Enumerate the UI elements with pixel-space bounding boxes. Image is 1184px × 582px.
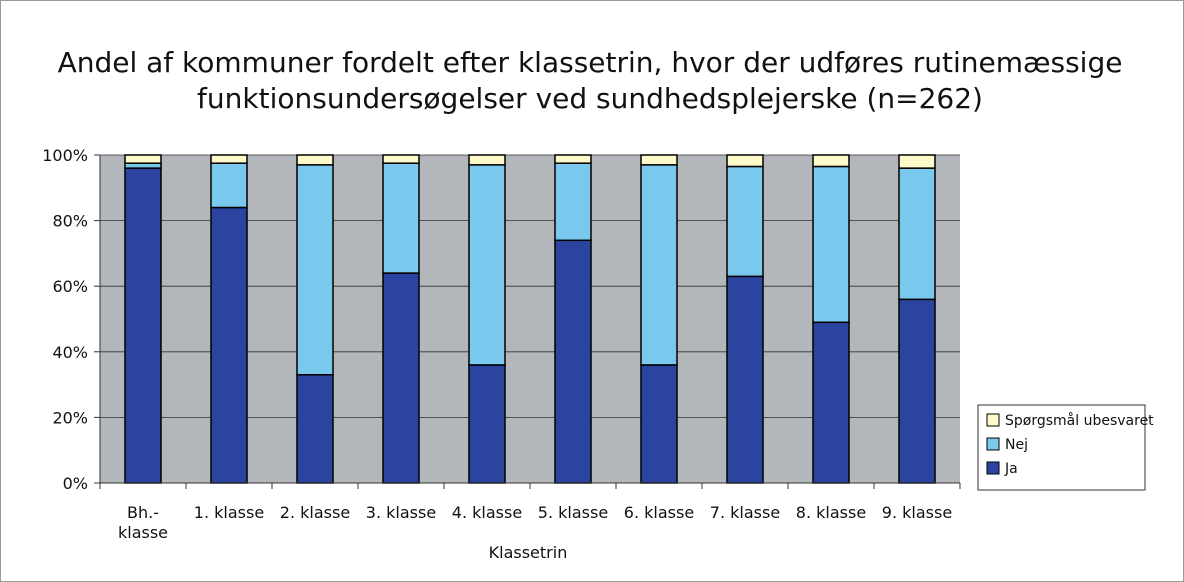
x-tick-label: 8. klasse: [795, 503, 867, 522]
legend-label: Nej: [1005, 437, 1028, 453]
y-tick-label: 20%: [52, 408, 88, 427]
x-axis-label: Klassetrin: [489, 543, 568, 562]
bar-segment: [210, 206, 248, 484]
bar-segment: [812, 321, 850, 484]
bar-segment: [726, 154, 764, 168]
y-tick-label: 0%: [63, 474, 88, 493]
bar-segment: [726, 165, 764, 278]
x-tick-label: 7. klasse: [709, 503, 781, 522]
bar-segment: [296, 374, 334, 484]
bar-segment: [382, 272, 420, 484]
y-tick-label: 60%: [52, 277, 88, 296]
x-tick-label: 2. klasse: [279, 503, 351, 522]
bar-segment: [640, 164, 678, 366]
bar-segment: [812, 165, 850, 324]
bar-segment: [726, 275, 764, 484]
bar-segment: [124, 167, 162, 484]
y-tick-label: 40%: [52, 343, 88, 362]
bar-segment: [468, 154, 506, 166]
bar-segment: [640, 154, 678, 166]
bar-segment: [382, 162, 420, 274]
bar-segment: [296, 154, 334, 166]
y-tick-label: 80%: [52, 212, 88, 231]
legend-label: Ja: [1004, 461, 1018, 477]
bar-segment: [898, 167, 936, 301]
x-tick-label: 9. klasse: [881, 503, 953, 522]
bar-segment: [382, 154, 420, 164]
x-tick-label: 6. klasse: [623, 503, 695, 522]
bar-segment: [898, 298, 936, 484]
legend-swatch: [986, 437, 1000, 451]
bar-segment: [468, 364, 506, 484]
x-tick-label: Bh.- klasse: [117, 503, 169, 542]
bar-segment: [812, 154, 850, 168]
title-line: funktionsundersøgelser ved sundhedspleje…: [197, 82, 983, 115]
legend-box: [977, 404, 1146, 491]
bar-segment: [468, 164, 506, 366]
bar-segment: [210, 154, 248, 164]
legend-swatch: [986, 413, 1000, 427]
chart-title: Andel af kommuner fordelt efter klassetr…: [58, 46, 1123, 115]
y-tick-label: 100%: [42, 146, 88, 165]
bar-segment: [554, 154, 592, 164]
bar-segment: [640, 364, 678, 484]
legend-label: Spørgsmål ubesvaret: [1005, 412, 1154, 429]
bar-segment: [124, 154, 162, 164]
bar-segment: [554, 239, 592, 484]
bar-segment: [554, 162, 592, 242]
legend-swatch: [986, 461, 1000, 475]
x-tick-label: 1. klasse: [193, 503, 265, 522]
x-tick-label: 5. klasse: [537, 503, 609, 522]
bar-segment: [898, 154, 936, 169]
x-tick-label: 4. klasse: [451, 503, 523, 522]
bar-segment: [210, 162, 248, 209]
x-tick-label: 3. klasse: [365, 503, 437, 522]
title-line: Andel af kommuner fordelt efter klassetr…: [58, 46, 1123, 79]
bar-segment: [296, 164, 334, 376]
